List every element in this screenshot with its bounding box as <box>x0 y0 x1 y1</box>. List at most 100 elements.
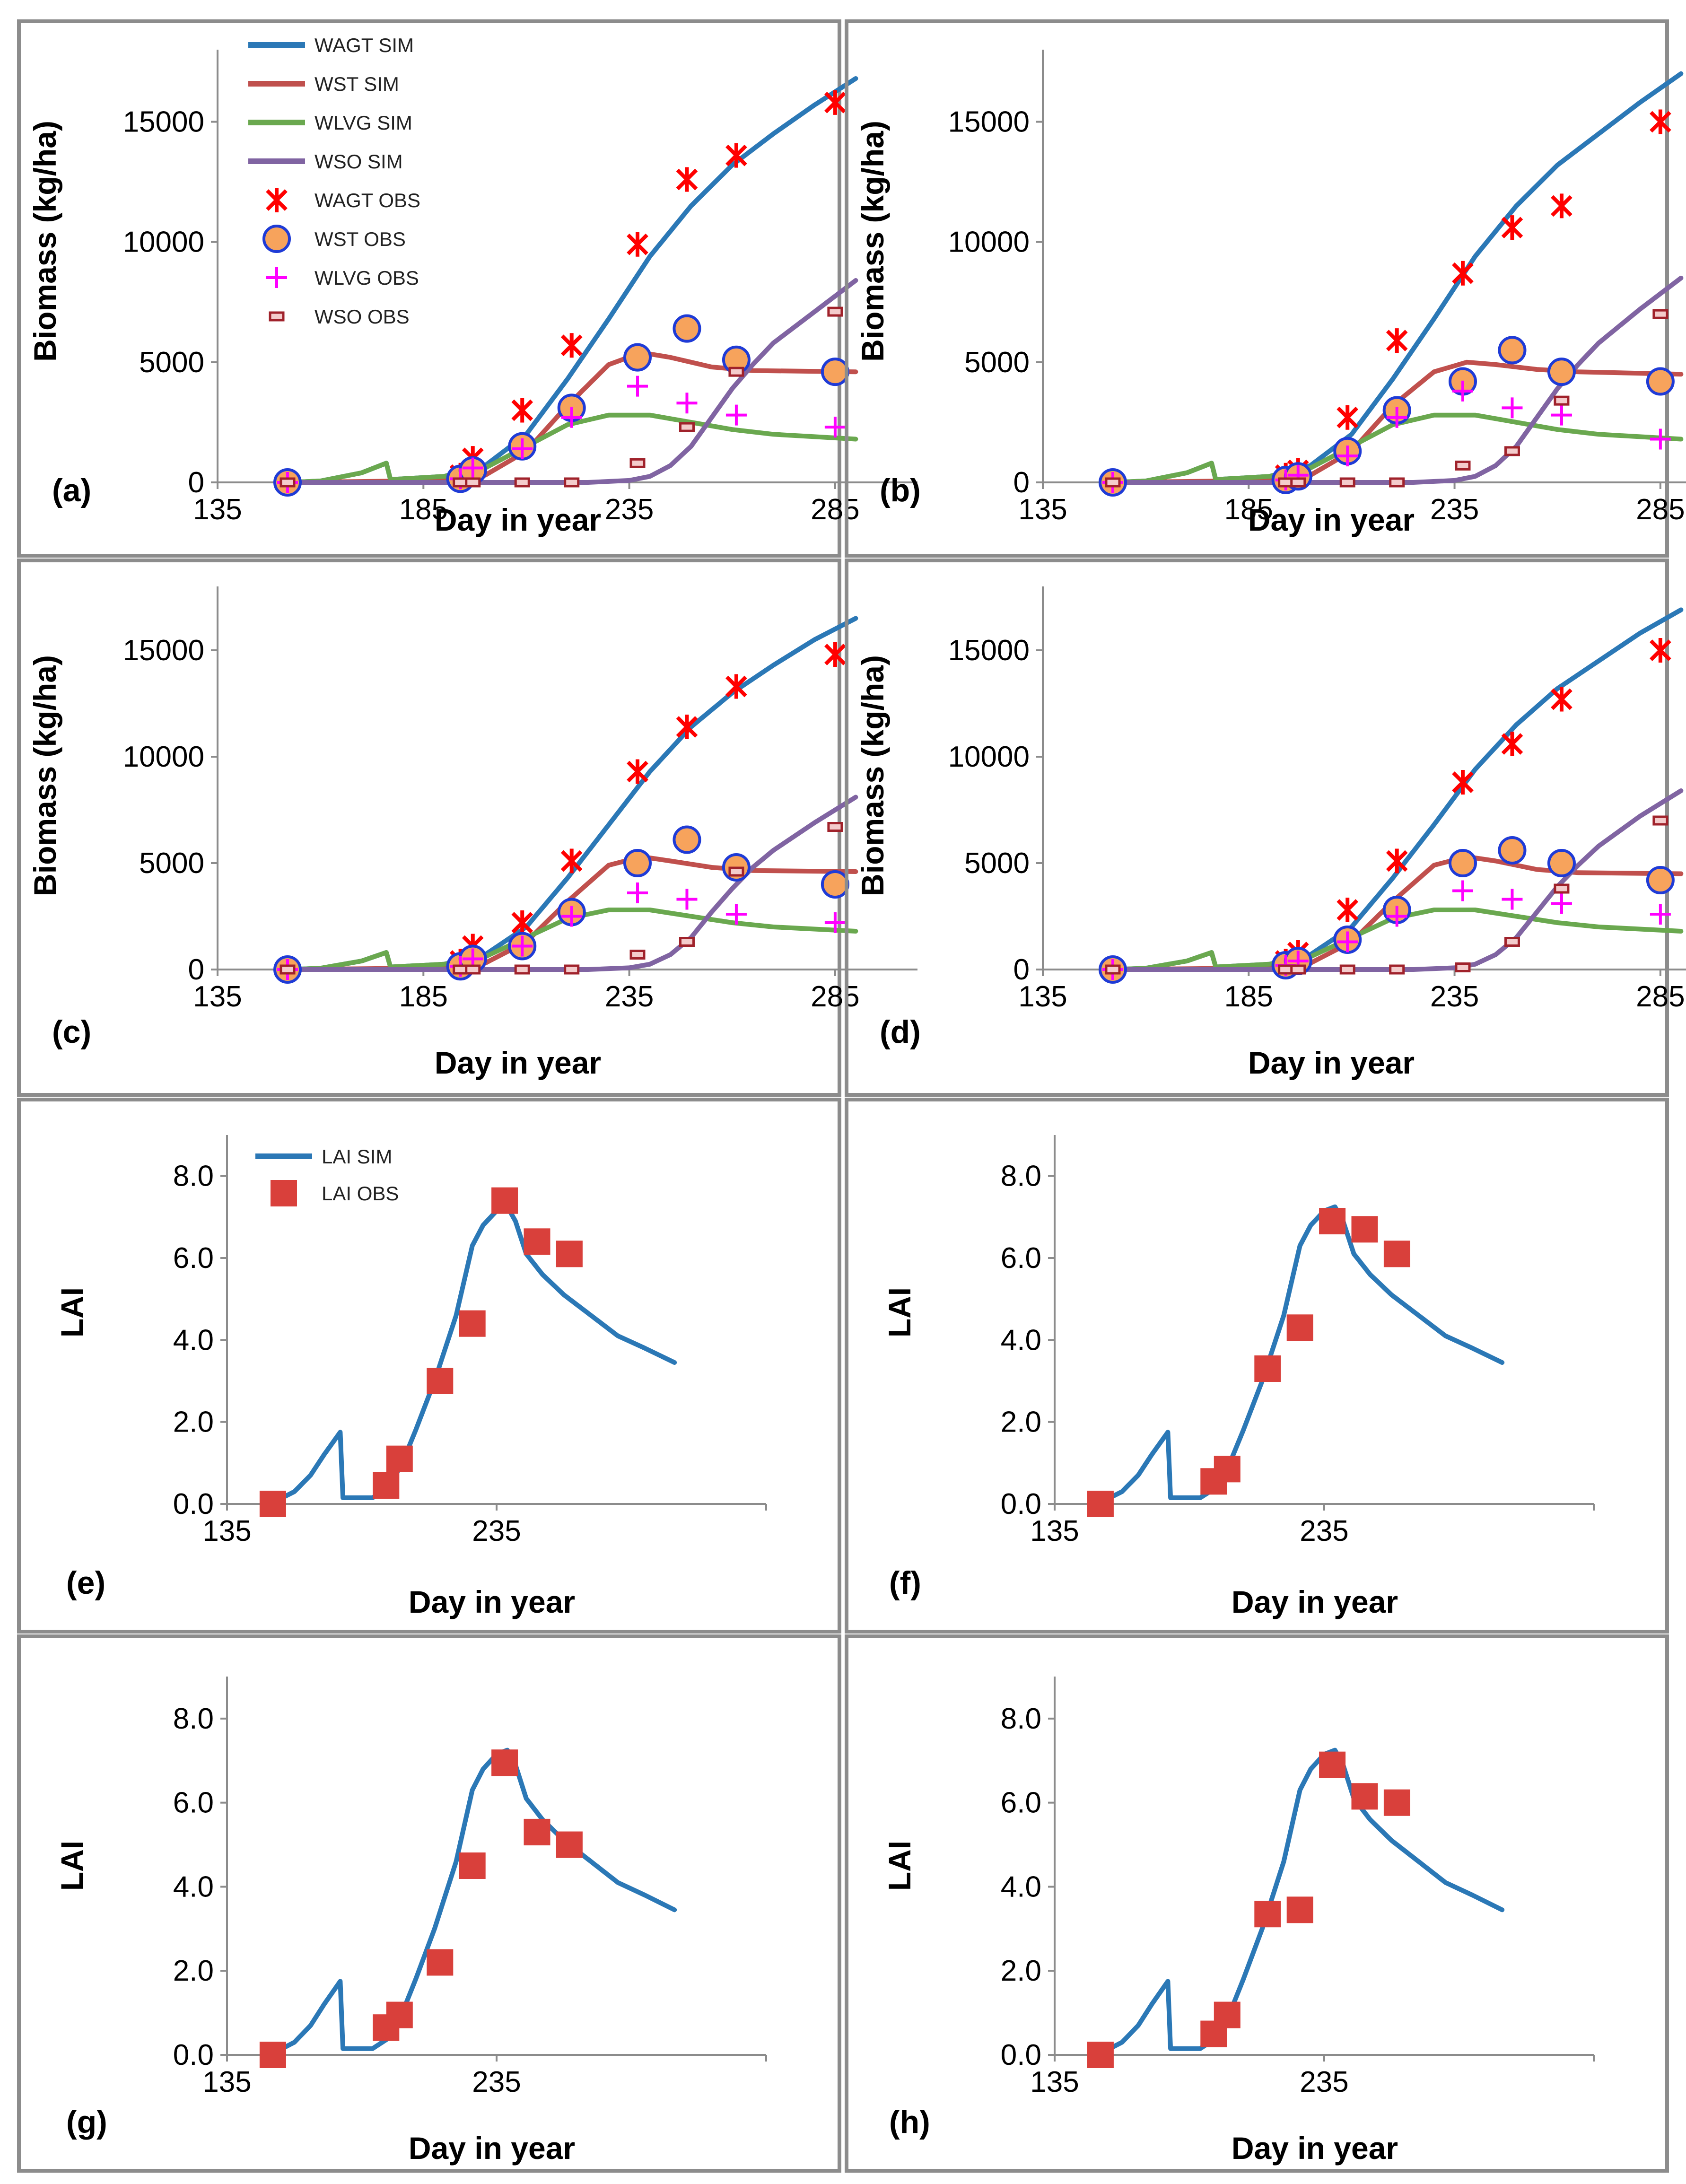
data-point <box>725 674 747 699</box>
data-point <box>462 457 483 479</box>
panel-label: (g) <box>66 2104 107 2140</box>
data-point <box>1087 2042 1114 2068</box>
x-tick-label: 235 <box>472 2066 521 2098</box>
legend-entry: WSO OBS <box>269 306 410 328</box>
data-point <box>1502 889 1523 910</box>
series-line <box>276 1747 677 2053</box>
data-point <box>1389 477 1405 488</box>
data-point <box>627 882 648 903</box>
data-point <box>560 848 583 874</box>
data-point <box>1214 2001 1240 2028</box>
data-point <box>259 1491 286 1517</box>
data-point <box>1551 404 1572 426</box>
y-axis-label: Biomass (kg/ha) <box>27 121 62 362</box>
data-point <box>679 422 695 432</box>
y-tick-label: 10000 <box>948 741 1030 773</box>
series-lai-obs <box>1087 1751 1410 2068</box>
data-point <box>1254 1355 1281 1382</box>
series-line <box>285 908 858 972</box>
data-point <box>459 1310 486 1337</box>
legend-label: LAI OBS <box>322 1182 399 1205</box>
panel-frame <box>845 1634 1669 2173</box>
series-lai-obs <box>259 1749 583 2068</box>
data-point <box>512 935 533 957</box>
legend-entry: LAI SIM <box>255 1145 392 1168</box>
legend-entry: WST OBS <box>262 225 406 253</box>
y-tick-label: 8.0 <box>173 1160 214 1193</box>
data-point <box>459 1852 486 1879</box>
y-tick-label: 8.0 <box>173 1703 214 1735</box>
y-tick-label: 8.0 <box>1001 1160 1041 1193</box>
y-tick-label: 5000 <box>139 847 204 880</box>
data-point <box>627 232 648 257</box>
series-wagt-obs <box>277 642 846 982</box>
data-point <box>1650 428 1671 450</box>
y-tick-label: 15000 <box>123 106 204 139</box>
data-point <box>1351 1216 1378 1243</box>
data-point <box>824 642 846 667</box>
y-tick-label: 5000 <box>139 346 204 379</box>
data-point <box>259 2042 286 2068</box>
data-point <box>676 889 698 910</box>
panel-label: (h) <box>889 2104 930 2140</box>
data-point <box>1498 336 1527 365</box>
data-point <box>1383 1241 1410 1267</box>
data-point <box>1337 931 1358 952</box>
y-axis-label: Biomass (kg/ha) <box>855 121 890 362</box>
x-tick-label: 135 <box>202 2066 251 2098</box>
panel-label: (f) <box>889 1565 921 1601</box>
data-point <box>1452 770 1474 795</box>
x-tick-label: 185 <box>1224 493 1273 526</box>
y-tick-label: 10000 <box>123 226 204 259</box>
data-point <box>824 417 846 438</box>
series-line <box>285 795 858 972</box>
data-point <box>564 477 580 488</box>
series-wso-sim <box>285 278 858 485</box>
series-wlvg-sim <box>285 908 858 972</box>
data-point <box>673 825 701 854</box>
data-point <box>280 477 296 488</box>
data-point <box>1383 1789 1410 1816</box>
data-point <box>1452 880 1473 901</box>
panel-frame <box>17 1634 841 2173</box>
data-point <box>427 1949 454 1976</box>
data-point <box>427 1368 454 1394</box>
data-point <box>1652 815 1669 826</box>
y-tick-label: 15000 <box>123 634 204 667</box>
series-wso-sim <box>1110 788 1684 972</box>
panel-label: (b) <box>880 472 921 508</box>
data-point <box>1339 477 1355 488</box>
series-wso-obs <box>280 306 843 488</box>
y-tick-label: 10000 <box>123 741 204 773</box>
data-point <box>728 367 744 377</box>
x-axis-label: Day in year <box>1232 1584 1398 1619</box>
data-point <box>1449 849 1477 877</box>
panel-c: 0 5000 10000 15000 135 185 235 285 Day in year Bi… <box>17 559 917 1097</box>
data-point <box>1547 849 1576 877</box>
series-wso-obs <box>1105 309 1669 488</box>
data-point <box>1551 893 1572 914</box>
panel-h: 0.0 2.0 4.0 6.0 8.0 135 235 Day in year LAI (h) <box>845 1634 1669 2173</box>
data-point <box>1286 1314 1313 1341</box>
data-point <box>1501 732 1523 756</box>
y-tick-label: 4.0 <box>173 1324 214 1356</box>
x-axis-label: Day in year <box>409 2131 575 2166</box>
data-point <box>1319 1751 1346 1778</box>
data-point <box>1386 328 1408 353</box>
legend-label: WST OBS <box>314 228 406 250</box>
x-axis-label: Day in year <box>409 1584 575 1619</box>
series-wso-sim <box>1110 275 1684 485</box>
data-point <box>1455 962 1471 972</box>
x-tick-label: 135 <box>1030 2066 1079 2098</box>
data-point <box>373 1472 400 1499</box>
x-axis-label: Day in year <box>435 502 601 537</box>
x-axis-label: Day in year <box>435 1045 601 1080</box>
panel-frame <box>845 559 1669 1097</box>
y-axis-label: LAI <box>54 1287 89 1337</box>
x-tick-label: 235 <box>1300 1515 1348 1547</box>
series-wso-sim <box>285 795 858 972</box>
x-tick-label: 185 <box>399 980 448 1013</box>
y-tick-label: 0.0 <box>1001 1488 1041 1520</box>
legend-entry: WSO SIM <box>248 150 403 173</box>
data-point <box>725 904 747 925</box>
